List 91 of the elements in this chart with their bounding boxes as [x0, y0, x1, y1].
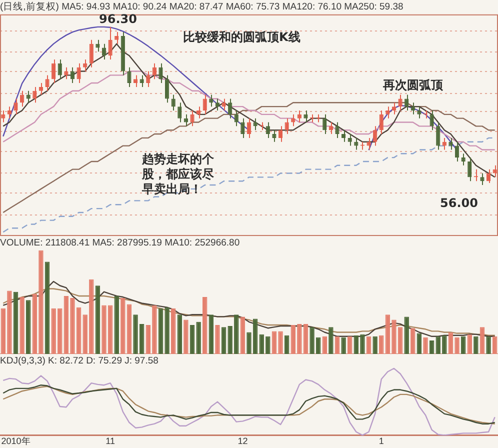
bar [126, 304, 132, 354]
bar [266, 336, 270, 354]
bar [454, 337, 460, 354]
bar [303, 324, 308, 354]
bar [64, 296, 69, 354]
bar [448, 332, 454, 354]
bar [44, 262, 50, 354]
bar [398, 327, 403, 354]
bar [360, 334, 365, 354]
bar [385, 314, 390, 354]
bar [379, 335, 384, 354]
bar [416, 333, 422, 354]
annotation: 比较缓和的圆弧顶K线 [183, 30, 300, 44]
bar [177, 314, 182, 354]
bar [51, 308, 56, 354]
bar [354, 335, 359, 354]
bar [184, 320, 188, 354]
bar [202, 297, 208, 354]
bar [102, 305, 106, 354]
bar [284, 335, 290, 354]
bar [152, 305, 157, 354]
x-tick-label: 2010年 [1, 436, 30, 446]
bar [460, 336, 466, 354]
bar [334, 336, 340, 354]
bar [208, 314, 214, 354]
bar [196, 322, 201, 354]
bar [404, 316, 409, 354]
x-tick-label: 1 [378, 436, 384, 446]
bar [221, 327, 226, 354]
chart-subtitle: KDJ(9,3,3) K: 82.72 D: 75.29 J: 97.58 [0, 355, 158, 366]
chart-subtitle: (日线,前复权) MA5: 94.93 MA10: 90.24 MA20: 87.47 MA60: 75.73 MA120: 76.10 MA250: 59.38 [0, 0, 404, 12]
bar [480, 327, 485, 354]
bar [76, 307, 82, 354]
bar [170, 308, 176, 354]
bar [392, 320, 396, 354]
bar [474, 336, 478, 354]
bar [366, 336, 372, 354]
bar [234, 314, 239, 354]
chart-subtitle: VOLUME: 211808.41 MA5: 287995.19 MA10: 252966.80 [0, 237, 240, 248]
bar [410, 328, 416, 354]
x-tick-label: 12 [238, 436, 248, 446]
bar [372, 336, 378, 354]
bar [89, 279, 94, 354]
bar [290, 324, 296, 354]
bar [316, 337, 321, 354]
annotation: 再次圆弧顶 [382, 78, 444, 92]
bar [240, 316, 246, 354]
bar [146, 324, 151, 354]
bar [486, 336, 491, 354]
bar [423, 337, 428, 354]
bar [58, 308, 62, 354]
bar [114, 296, 119, 354]
bar [13, 292, 18, 354]
bar [158, 308, 164, 354]
bar [442, 335, 447, 354]
bar [139, 324, 144, 354]
bar [38, 250, 44, 354]
bar [190, 324, 195, 354]
bar [322, 336, 328, 354]
bar [0, 308, 6, 354]
bar [259, 334, 264, 354]
annotation: 96.30 [99, 12, 137, 26]
bar [429, 340, 434, 354]
bar [297, 324, 302, 354]
bar [436, 336, 440, 354]
bar [492, 336, 498, 354]
x-tick-label: 11 [106, 436, 115, 446]
bar [164, 307, 170, 354]
bar [246, 332, 252, 354]
bar [252, 318, 258, 354]
bar [215, 324, 220, 354]
annotation: 趋势走坏的个股，都应该尽早卖出局！ [141, 152, 215, 196]
bar [228, 326, 232, 354]
annotation: 56.00 [440, 196, 478, 210]
bar [120, 298, 126, 354]
bar [341, 337, 346, 354]
bar [133, 314, 138, 354]
bar [95, 286, 100, 354]
bar [82, 314, 88, 354]
bar [328, 327, 334, 354]
bar [26, 300, 31, 354]
bar [70, 298, 75, 354]
bar [310, 327, 314, 354]
bar [272, 331, 277, 354]
bar [32, 294, 38, 354]
bar [347, 336, 352, 354]
bar [467, 334, 472, 354]
bar [7, 290, 12, 354]
bar [108, 305, 113, 354]
bar [20, 297, 24, 354]
bar [278, 331, 283, 354]
